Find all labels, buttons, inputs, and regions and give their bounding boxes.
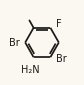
Text: Br: Br [56,54,67,64]
Text: Br: Br [9,37,19,48]
Text: H₂N: H₂N [21,65,40,75]
Text: F: F [56,19,62,29]
